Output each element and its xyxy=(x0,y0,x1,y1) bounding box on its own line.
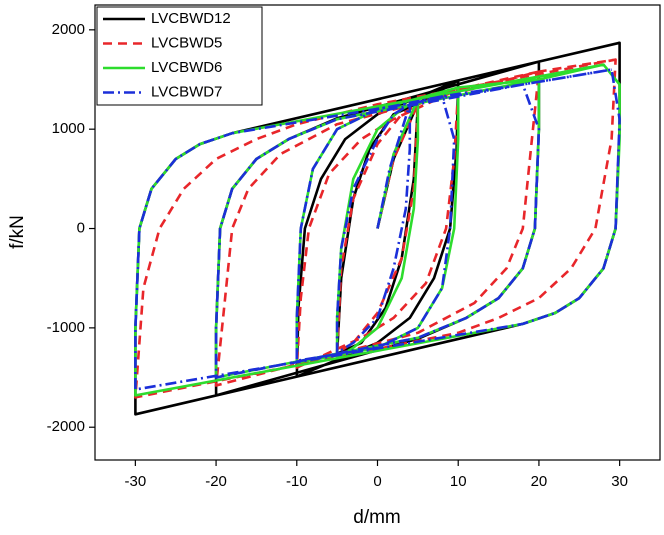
y-tick-label: 1000 xyxy=(52,120,85,137)
x-tick-label: 10 xyxy=(450,473,467,490)
legend-label: LVCBWD7 xyxy=(151,83,222,100)
y-tick-label: -2000 xyxy=(47,418,85,435)
x-tick-label: -30 xyxy=(125,473,147,490)
legend: LVCBWD12 LVCBWD5 LVCBWD6 LVCBWD7 xyxy=(96,6,263,106)
legend-label: LVCBWD5 xyxy=(151,34,222,51)
x-tick-label: 0 xyxy=(373,473,381,490)
axis-layer: -30 -20 -10 0 10 20 30 -2000 -1000 0 1000 2000 xyxy=(47,21,628,490)
legend-box xyxy=(96,6,263,106)
y-axis-title: f/kN xyxy=(7,215,28,249)
series-layer xyxy=(134,41,621,416)
x-tick-label: -20 xyxy=(205,473,227,490)
x-tick-label: 30 xyxy=(611,473,628,490)
x-tick-label: 20 xyxy=(531,473,548,490)
legend-label: LVCBWD6 xyxy=(151,59,222,76)
y-tick-label: 0 xyxy=(77,219,85,236)
x-tick-label: -10 xyxy=(286,473,308,490)
legend-label: LVCBWD12 xyxy=(151,10,231,27)
y-tick-label: -1000 xyxy=(47,319,85,336)
series-line xyxy=(134,58,617,399)
y-tick-label: 2000 xyxy=(52,21,85,38)
series-line xyxy=(134,68,621,391)
x-axis-title: d/mm xyxy=(353,507,401,528)
